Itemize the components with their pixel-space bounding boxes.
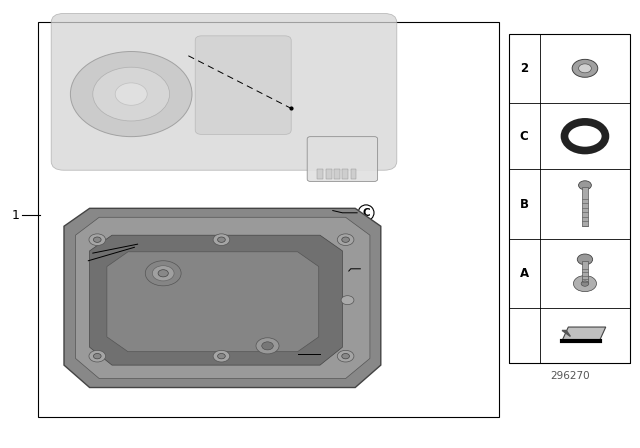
Circle shape [218, 353, 225, 359]
Text: A: A [321, 356, 329, 366]
Bar [582, 261, 588, 283]
Text: B: B [366, 264, 374, 274]
Text: 2: 2 [72, 257, 79, 267]
Circle shape [573, 276, 596, 292]
Text: C: C [362, 208, 370, 218]
Circle shape [70, 52, 192, 137]
Circle shape [337, 234, 354, 246]
Polygon shape [562, 331, 570, 336]
Bar [351, 169, 356, 179]
Bar [317, 169, 323, 179]
Bar [509, 34, 630, 363]
Circle shape [213, 350, 230, 362]
Text: A: A [520, 267, 529, 280]
Polygon shape [76, 217, 370, 379]
Circle shape [342, 237, 349, 242]
Circle shape [158, 270, 168, 277]
Bar [38, 22, 499, 417]
Text: B: B [520, 198, 529, 211]
Circle shape [89, 350, 106, 362]
Circle shape [262, 342, 273, 350]
Circle shape [218, 237, 225, 242]
Circle shape [145, 261, 181, 286]
Circle shape [93, 237, 101, 242]
Circle shape [93, 353, 101, 359]
Circle shape [341, 296, 354, 305]
Circle shape [152, 266, 174, 281]
Circle shape [115, 83, 147, 105]
Bar [342, 169, 348, 179]
Circle shape [581, 281, 589, 286]
FancyBboxPatch shape [307, 137, 378, 181]
FancyBboxPatch shape [195, 36, 291, 134]
Text: 2: 2 [520, 62, 528, 75]
Text: 296270: 296270 [550, 371, 589, 381]
Circle shape [213, 234, 230, 246]
Text: 1: 1 [12, 208, 20, 222]
Bar [582, 187, 588, 227]
Circle shape [342, 353, 349, 359]
Text: C: C [520, 129, 529, 143]
Circle shape [89, 234, 106, 246]
Polygon shape [64, 208, 381, 388]
Circle shape [579, 181, 591, 190]
Circle shape [572, 60, 598, 77]
Circle shape [577, 254, 593, 265]
Circle shape [579, 64, 591, 73]
Circle shape [337, 350, 354, 362]
Bar [334, 169, 340, 179]
Circle shape [256, 338, 279, 354]
Circle shape [93, 67, 170, 121]
Polygon shape [107, 252, 319, 352]
Polygon shape [90, 235, 342, 365]
Bar [326, 169, 332, 179]
Polygon shape [562, 327, 606, 340]
FancyBboxPatch shape [51, 13, 397, 170]
